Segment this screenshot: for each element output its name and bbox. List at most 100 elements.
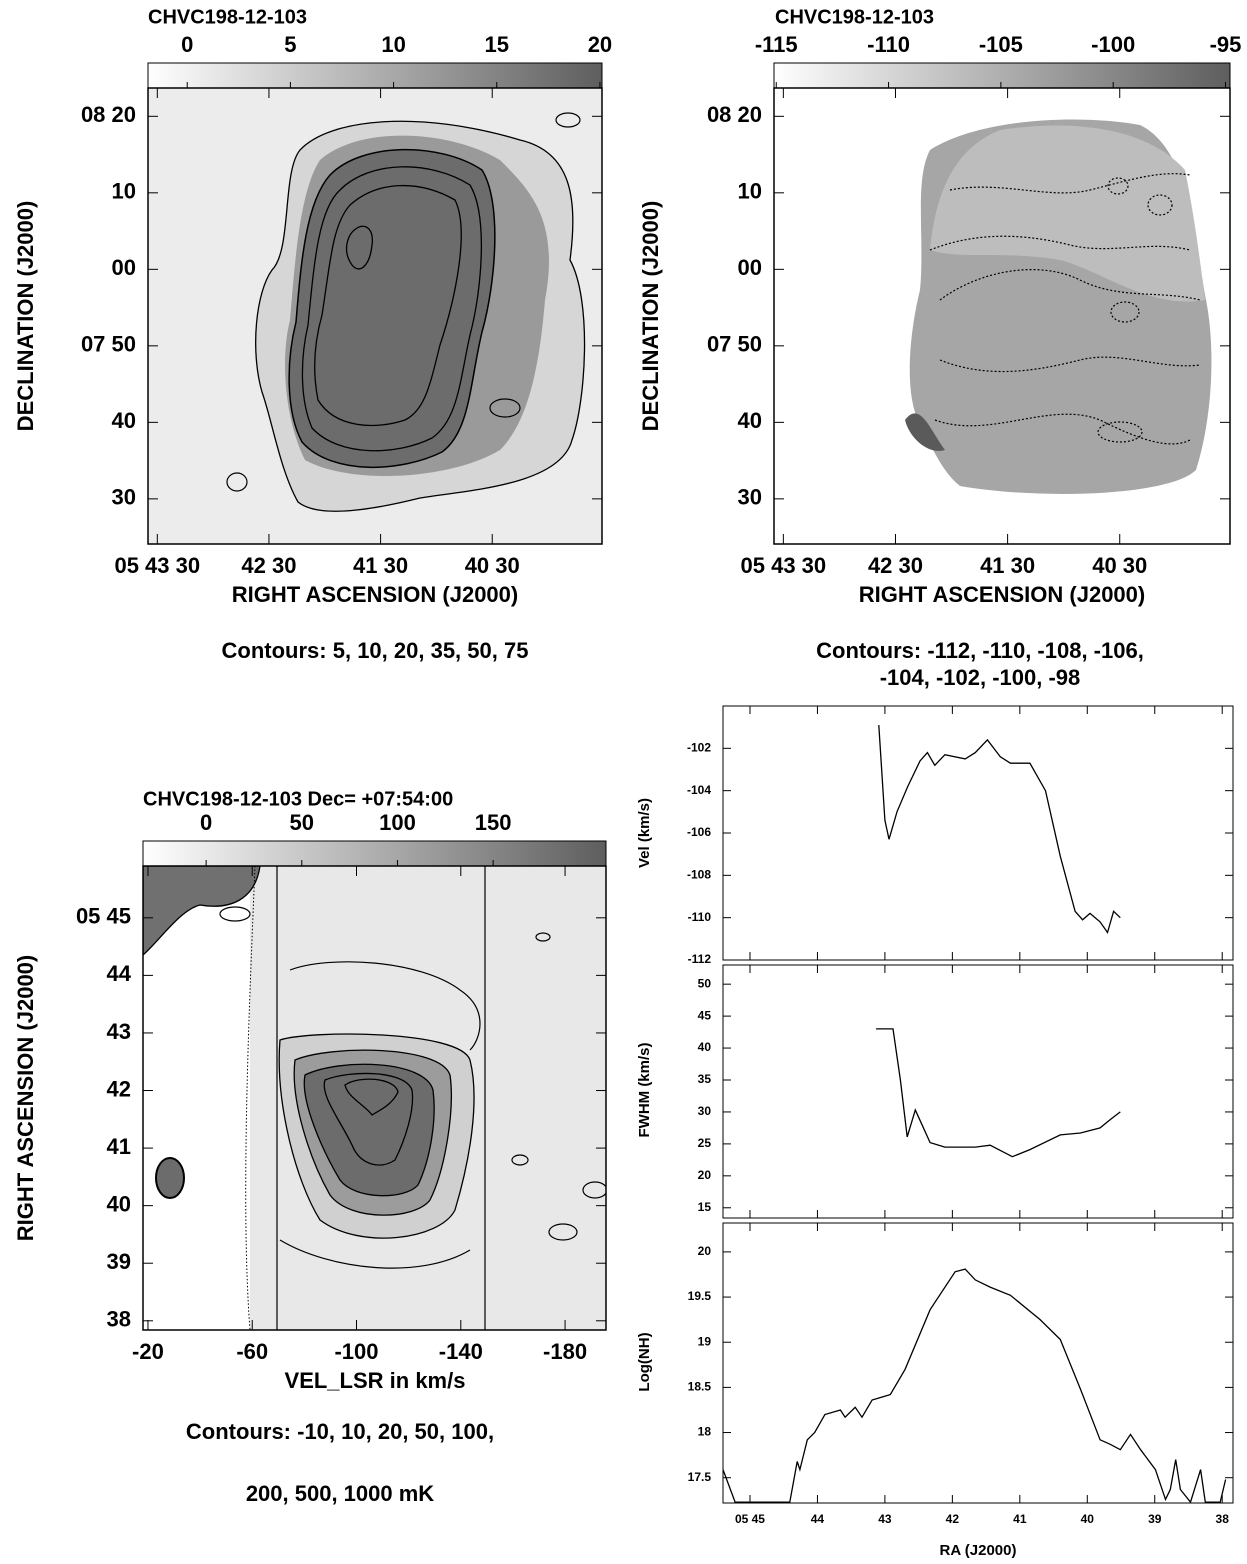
y-tick-label: 39 <box>107 1249 131 1274</box>
plot-frame <box>147 87 603 545</box>
x-axis-label: RA (J2000) <box>940 1542 1017 1559</box>
x-tick-label: 43 <box>878 1512 892 1526</box>
plot-frame <box>142 865 607 1331</box>
y-tick-label: -106 <box>687 825 711 839</box>
x-tick-label: 40 30 <box>465 553 520 578</box>
x-tick-label: 42 30 <box>868 553 923 578</box>
y-tick-label: 42 <box>107 1076 131 1101</box>
colorbar <box>147 62 603 89</box>
colorbar-tick-label: -105 <box>979 32 1023 57</box>
y-tick-label: 00 <box>112 255 136 280</box>
y-tick-label: -104 <box>687 783 711 797</box>
x-tick-label: -100 <box>334 1339 378 1364</box>
position-velocity-map <box>143 866 606 1330</box>
plot-frame <box>722 964 1234 1219</box>
colorbar-tick-label: 20 <box>588 32 612 57</box>
y-tick-label: 40 <box>738 408 762 433</box>
x-tick-label: -20 <box>132 1339 164 1364</box>
y-axis-label: DECLINATION (J2000) <box>13 201 38 432</box>
caption: Contours: -10, 10, 20, 50, 100, <box>186 1419 494 1444</box>
y-tick-label: -108 <box>687 868 711 882</box>
data-line <box>876 1028 1121 1158</box>
colorbar <box>142 840 607 867</box>
y-tick-label: 10 <box>112 179 136 204</box>
x-tick-label: 42 <box>946 1512 960 1526</box>
y-tick-label: 30 <box>738 485 762 510</box>
y-tick-label: 15 <box>698 1200 712 1214</box>
x-tick-label: 41 30 <box>353 553 408 578</box>
caption: 200, 500, 1000 mK <box>246 1481 434 1506</box>
y-tick-label: 07 50 <box>81 332 136 357</box>
y-tick-label: 30 <box>698 1104 712 1118</box>
plot-frame <box>773 87 1231 545</box>
y-tick-label: -112 <box>688 952 712 966</box>
y-tick-label: -102 <box>687 741 711 755</box>
y-tick-label: 44 <box>107 961 132 986</box>
colorbar-tick-label: 150 <box>475 810 512 835</box>
chart-title: CHVC198-12-103 Dec= +07:54:00 <box>143 788 453 810</box>
y-tick-label: 41 <box>107 1134 131 1159</box>
plot-frame <box>722 705 1234 961</box>
caption: Contours: 5, 10, 20, 35, 50, 75 <box>222 638 529 663</box>
y-tick-label: -110 <box>688 910 712 924</box>
y-axis-label: Log(NH) <box>636 1332 653 1391</box>
x-axis-label: RIGHT ASCENSION (J2000) <box>859 582 1145 607</box>
plot-frame <box>722 1222 1234 1504</box>
x-tick-label: -60 <box>236 1339 268 1364</box>
x-tick-label: 05 45 <box>735 1512 765 1526</box>
colorbar-tick-label: -95 <box>1210 32 1242 57</box>
data-line <box>722 1268 1227 1504</box>
y-tick-label: 20 <box>698 1244 712 1258</box>
colorbar-tick-label: -100 <box>1091 32 1135 57</box>
x-axis-label: RIGHT ASCENSION (J2000) <box>232 582 518 607</box>
x-tick-label: 40 <box>1081 1512 1095 1526</box>
colorbar <box>773 62 1231 89</box>
x-tick-label: 39 <box>1148 1512 1162 1526</box>
colorbar-tick-label: 0 <box>200 810 212 835</box>
data-line <box>878 725 1121 934</box>
colorbar-tick-label: 100 <box>379 810 416 835</box>
y-tick-label: 18.5 <box>688 1380 712 1394</box>
y-axis-label: DECLINATION (J2000) <box>638 201 663 432</box>
x-tick-label: 05 43 30 <box>741 553 827 578</box>
y-axis-label: RIGHT ASCENSION (J2000) <box>13 955 38 1241</box>
colorbar-tick-label: 0 <box>181 32 193 57</box>
x-tick-label: 40 30 <box>1092 553 1147 578</box>
y-tick-label: 20 <box>698 1168 712 1182</box>
colorbar-tick-label: 10 <box>381 32 405 57</box>
x-tick-label: -180 <box>543 1339 587 1364</box>
chart-title: CHVC198-12-103 <box>775 6 934 28</box>
y-tick-label: 45 <box>698 1008 712 1022</box>
colorbar-tick-label: 5 <box>284 32 296 57</box>
y-tick-label: 35 <box>698 1072 712 1086</box>
y-tick-label: 17.5 <box>688 1470 712 1484</box>
y-axis-label: FWHM (km/s) <box>636 1043 653 1138</box>
x-tick-label: 44 <box>811 1512 825 1526</box>
caption: -104, -102, -100, -98 <box>880 665 1081 690</box>
y-tick-label: 07 50 <box>707 332 762 357</box>
colorbar-tick-label: -115 <box>755 32 798 57</box>
colorbar-tick-label: -110 <box>867 32 910 57</box>
y-tick-label: 38 <box>107 1307 131 1332</box>
y-tick-label: 30 <box>112 485 136 510</box>
x-tick-label: 41 <box>1013 1512 1027 1526</box>
y-tick-label: 10 <box>738 179 762 204</box>
y-tick-label: 19.5 <box>688 1289 712 1303</box>
colorbar-tick-label: 50 <box>290 810 314 835</box>
x-tick-label: 41 30 <box>980 553 1035 578</box>
y-tick-label: 40 <box>112 408 136 433</box>
y-tick-label: 05 45 <box>76 904 131 929</box>
caption: Contours: -112, -110, -108, -106, <box>816 638 1144 663</box>
y-tick-label: 19 <box>698 1334 712 1348</box>
intensity-map <box>148 88 602 544</box>
y-tick-label: 40 <box>698 1040 712 1054</box>
x-tick-label: -140 <box>439 1339 483 1364</box>
x-tick-label: 42 30 <box>241 553 296 578</box>
x-tick-label: 38 <box>1216 1512 1230 1526</box>
y-tick-label: 00 <box>738 255 762 280</box>
y-tick-label: 08 20 <box>707 102 762 127</box>
chart-title: CHVC198-12-103 <box>148 6 307 28</box>
y-tick-label: 43 <box>107 1019 131 1044</box>
colorbar-tick-label: 15 <box>485 32 509 57</box>
